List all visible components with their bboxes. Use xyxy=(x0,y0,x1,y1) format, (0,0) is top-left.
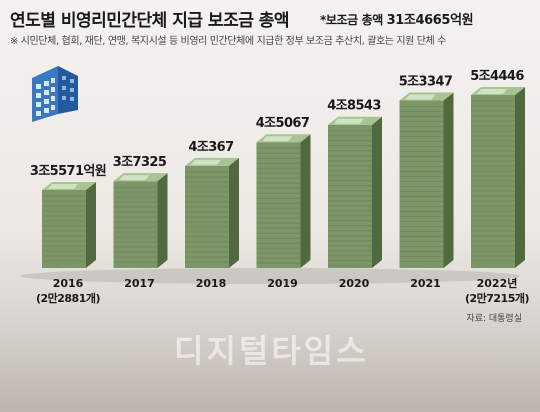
cash-bill xyxy=(190,159,221,165)
bar-side xyxy=(86,182,96,268)
tick-sublabel: (2만2881개) xyxy=(36,291,101,305)
bar-2021 xyxy=(399,92,454,268)
tick-label: 2019 xyxy=(267,277,298,290)
bar-2019 xyxy=(256,134,311,268)
value-label: 4조5067 xyxy=(256,116,310,131)
bar-side xyxy=(372,116,382,268)
bar-front xyxy=(471,95,515,268)
bar-side xyxy=(443,92,454,268)
value-label: 4조367 xyxy=(188,140,234,155)
bar-side xyxy=(157,173,168,268)
cash-bill xyxy=(119,175,150,181)
bar-front xyxy=(328,124,372,268)
chart-note: ※ 시민단체, 협회, 재단, 연맹, 복지시설 등 비영리 민간단체에 지급한… xyxy=(10,36,446,47)
bar-front xyxy=(113,181,158,268)
value-label: 4조8543 xyxy=(327,99,381,114)
chart-title: 연도별 비영리민간단체 지급 보조금 총액 xyxy=(10,11,290,31)
bar-front xyxy=(399,100,444,268)
bar-2016 xyxy=(42,182,96,268)
bar-front xyxy=(256,142,301,268)
bar-2020 xyxy=(328,116,382,268)
value-label: 5조3347 xyxy=(399,75,453,90)
total-prefix: *보조금 총액 xyxy=(320,13,387,27)
cash-bill xyxy=(47,184,78,189)
bar-2022년 xyxy=(471,87,525,268)
bar-side xyxy=(300,134,311,268)
cash-bill xyxy=(476,89,507,94)
tick-label: 2018 xyxy=(196,277,227,290)
tick-sublabel: (2만7215개) xyxy=(465,291,530,305)
ground-shadow xyxy=(20,268,520,284)
bar-front xyxy=(185,165,229,268)
tick-label: 2022년 xyxy=(477,276,518,290)
bar-front xyxy=(42,190,86,268)
watermark: 디지털타임스 xyxy=(174,332,369,370)
cash-bill xyxy=(333,118,364,124)
bar-side xyxy=(515,87,525,268)
cash-bill xyxy=(262,136,293,142)
bar-side xyxy=(229,157,239,268)
bar-2018 xyxy=(185,157,239,268)
value-label: 3조5571억원 xyxy=(30,164,106,179)
bar-2017 xyxy=(113,173,168,268)
total-amount: 31조4665억원 xyxy=(386,13,474,28)
value-label: 3조7325 xyxy=(113,155,167,170)
tick-label: 2021 xyxy=(410,277,441,290)
total-subtitle: *보조금 총액 31조4665억원 xyxy=(320,9,474,28)
source-label: 자료: 대통령실 xyxy=(466,314,522,324)
value-label: 5조4446 xyxy=(470,69,524,84)
tick-label: 2020 xyxy=(339,277,370,290)
tick-label: 2017 xyxy=(124,277,155,290)
office-building-icon xyxy=(32,66,78,122)
tick-label: 2016 xyxy=(53,277,84,290)
cash-bill xyxy=(405,94,436,100)
